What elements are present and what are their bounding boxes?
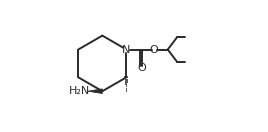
- Text: H₂N: H₂N: [69, 86, 90, 96]
- Text: O: O: [150, 44, 159, 55]
- Text: N: N: [122, 44, 131, 55]
- Polygon shape: [87, 89, 102, 94]
- Text: O: O: [137, 63, 146, 73]
